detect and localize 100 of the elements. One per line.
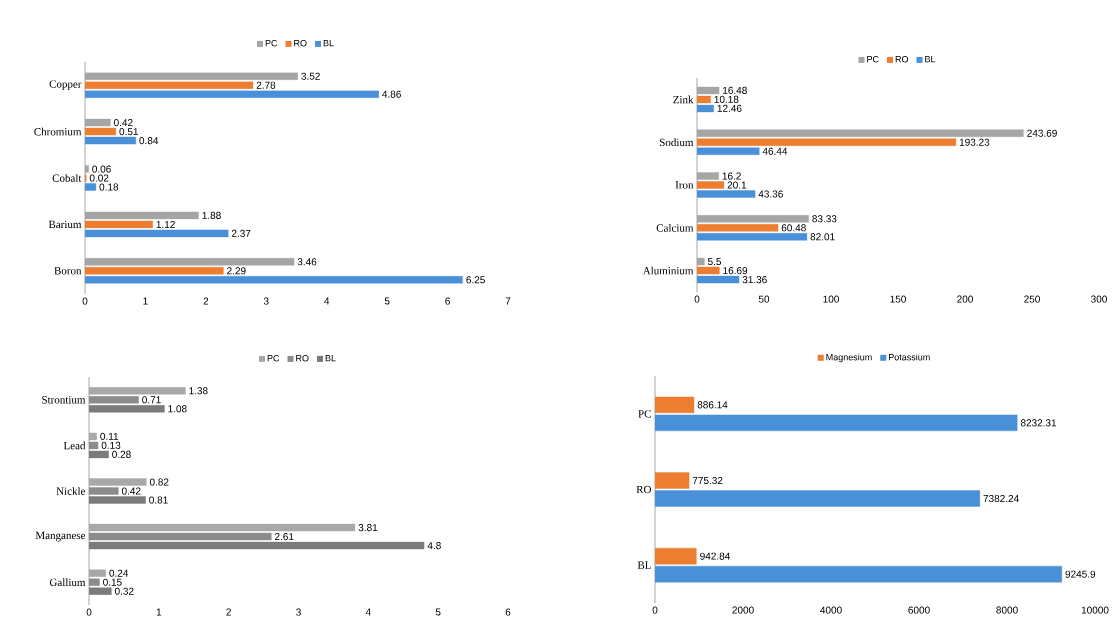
bar (89, 496, 146, 504)
y-tick-label: Barium (48, 220, 82, 229)
bar (89, 441, 99, 450)
data-label: 20.1 (727, 181, 747, 189)
y-tick-label: Aluminium (642, 266, 694, 275)
y-tick-label: Nickle (56, 487, 86, 495)
x-tick-label: 50 (758, 295, 770, 303)
bar (89, 487, 119, 495)
legend-label: BL (925, 56, 936, 63)
bar (89, 578, 100, 586)
legend-label: PC (867, 56, 879, 63)
x-tick-label: 2 (203, 297, 209, 305)
x-tick-label: 150 (890, 295, 906, 303)
data-label: 0.32 (114, 587, 134, 595)
x-tick-label: 5 (435, 608, 441, 616)
bar (697, 181, 725, 189)
data-label: 0.71 (142, 396, 161, 404)
x-tick-label: 6000 (908, 606, 930, 614)
data-label: 31.36 (742, 276, 767, 284)
bar (85, 220, 153, 229)
data-label: 8232.31 (1020, 419, 1057, 427)
data-label: 0.28 (112, 450, 131, 458)
data-label: 0.18 (99, 183, 119, 191)
legend-label: BL (323, 40, 334, 47)
y-tick-label: Copper (49, 80, 82, 91)
data-label: 7382.24 (983, 494, 1019, 503)
data-label: 942.84 (700, 552, 730, 560)
bar (85, 81, 254, 89)
x-tick-label: 10000 (1081, 606, 1109, 614)
bar (89, 450, 109, 459)
legend-label: RO (296, 355, 309, 362)
data-label: 1.12 (156, 220, 175, 228)
x-tick-label: 6 (445, 297, 450, 305)
data-label: 2.78 (256, 81, 276, 89)
data-label: 10.18 (714, 95, 739, 103)
y-tick-label: Lead (63, 441, 86, 450)
x-tick-label: 0 (694, 295, 700, 303)
data-label: 1.88 (202, 211, 221, 219)
y-tick-label: RO (636, 485, 652, 494)
data-label: 3.81 (358, 524, 378, 532)
legend-label: PC (267, 355, 280, 362)
legend-label: RO (895, 56, 909, 63)
legend-label: PC (265, 40, 278, 47)
data-label: 6.25 (466, 276, 485, 284)
data-label: 0.84 (139, 137, 159, 145)
x-tick-label: 7 (505, 297, 511, 305)
y-tick-label: BL (637, 561, 651, 569)
legend-label: BL (325, 355, 336, 362)
data-label: 3.52 (301, 72, 320, 80)
data-label: 83.33 (812, 215, 837, 223)
legend-label: Potassium (889, 353, 930, 361)
x-tick-label: 0 (86, 608, 92, 616)
data-label: 0.81 (149, 496, 168, 504)
data-label: 193.23 (959, 138, 990, 146)
x-tick-label: 0 (82, 297, 88, 305)
data-label: 1.38 (189, 387, 208, 395)
bar (85, 127, 117, 136)
data-label: 46.44 (762, 147, 788, 155)
y-tick-label: Boron (54, 267, 82, 275)
data-label: 0.11 (100, 432, 119, 440)
x-tick-label: 250 (1024, 295, 1040, 303)
data-label: 0.13 (101, 441, 121, 449)
data-label: 2.29 (227, 267, 246, 275)
x-tick-label: 2 (226, 608, 231, 616)
x-tick-label: 1 (143, 297, 148, 305)
bar (89, 532, 272, 541)
y-tick-label: Chromium (34, 127, 82, 136)
x-tick-label: 200 (957, 295, 973, 303)
x-tick-label: 0 (652, 606, 658, 614)
y-tick-label: PC (638, 410, 651, 418)
data-label: 2.61 (274, 533, 294, 541)
data-label: 12.46 (717, 104, 742, 112)
data-label: 775.32 (692, 476, 723, 485)
y-tick-label: Strontium (42, 396, 86, 404)
data-label: 4.86 (382, 90, 401, 98)
data-label: 60.48 (781, 224, 806, 232)
y-tick-label: Sodium (659, 138, 694, 147)
bar (697, 95, 711, 104)
bar (89, 405, 165, 413)
data-label: 886.14 (697, 401, 728, 409)
y-tick-label: Cobalt (52, 174, 82, 182)
x-tick-label: 1 (156, 608, 162, 616)
x-tick-label: 2000 (732, 606, 754, 614)
data-label: 5.5 (707, 258, 722, 266)
data-label: 9245.9 (1065, 570, 1096, 578)
data-label: 43.36 (758, 190, 783, 198)
legend-label: RO (294, 40, 307, 47)
data-label: 0.15 (103, 578, 122, 586)
data-label: 0.42 (121, 487, 141, 495)
x-tick-label: 3 (263, 297, 269, 305)
bar (85, 267, 224, 275)
y-tick-label: Calcium (656, 223, 694, 232)
data-label: 82.01 (810, 233, 835, 241)
data-label: 0.24 (109, 569, 129, 577)
x-tick-label: 300 (1091, 295, 1107, 303)
y-tick-label: Iron (675, 181, 694, 189)
x-tick-label: 5 (384, 297, 390, 305)
bar (697, 266, 720, 275)
x-tick-label: 4 (365, 608, 371, 616)
data-label: 1.08 (168, 405, 187, 413)
